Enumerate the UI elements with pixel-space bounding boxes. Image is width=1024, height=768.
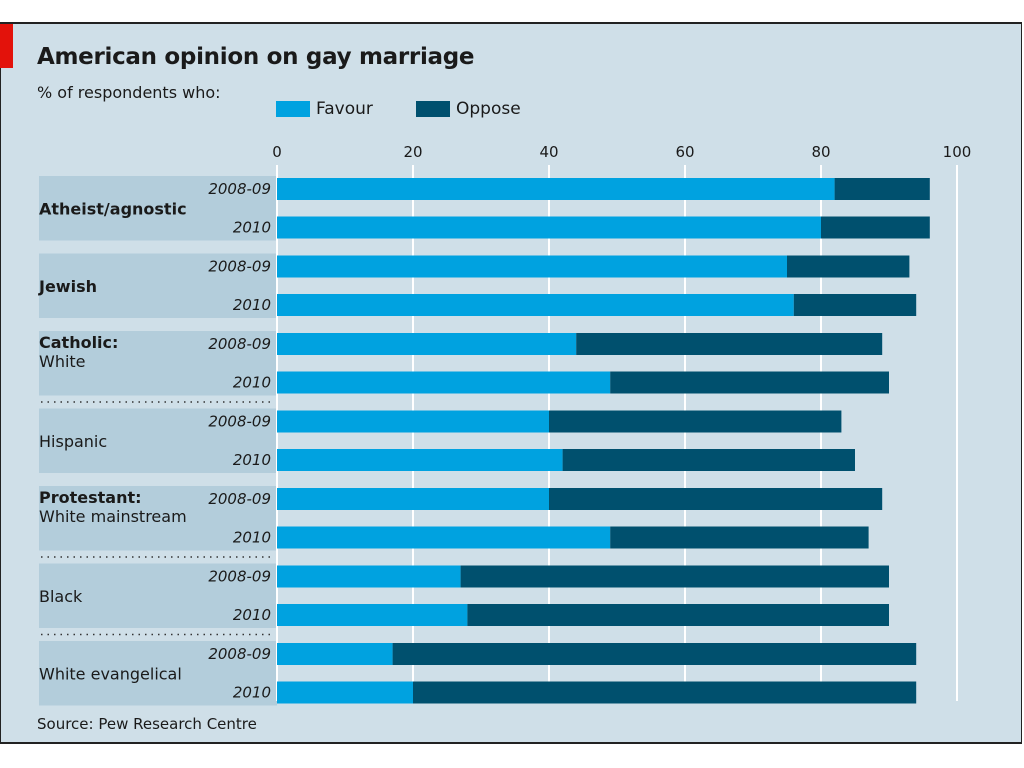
year-label: 2008-09 bbox=[208, 645, 271, 663]
bar-favour bbox=[277, 178, 835, 200]
legend-swatch-favour bbox=[276, 101, 310, 117]
group-label: White mainstream bbox=[39, 507, 187, 526]
bar-favour bbox=[277, 410, 549, 433]
year-label: 2010 bbox=[233, 374, 271, 392]
group-heading: Atheist/agnostic bbox=[39, 199, 187, 218]
year-label: 2008-09 bbox=[208, 490, 271, 508]
bar-oppose bbox=[467, 604, 889, 626]
group-panel bbox=[39, 563, 277, 628]
group-panel bbox=[39, 176, 277, 241]
x-tick-label: 80 bbox=[811, 143, 830, 161]
bar-oppose bbox=[549, 488, 883, 510]
group-heading: Jewish bbox=[38, 277, 97, 296]
group-label: White bbox=[39, 352, 86, 371]
group-heading: Protestant: bbox=[39, 488, 142, 507]
legend-label-favour: Favour bbox=[316, 99, 373, 119]
group-label: Black bbox=[39, 587, 83, 606]
bar-oppose bbox=[787, 255, 910, 278]
group-label: White evangelical bbox=[39, 664, 182, 683]
year-label: 2010 bbox=[233, 684, 271, 702]
bar-favour bbox=[277, 488, 549, 510]
x-tick-label: 100 bbox=[943, 143, 972, 161]
bar-oppose bbox=[834, 178, 930, 200]
year-label: 2010 bbox=[233, 219, 271, 237]
legend-item-oppose: Oppose bbox=[416, 98, 521, 120]
year-label: 2010 bbox=[233, 451, 271, 469]
bar-favour bbox=[277, 604, 468, 626]
bar-favour bbox=[277, 255, 787, 278]
legend-label-oppose: Oppose bbox=[456, 99, 521, 119]
bar-oppose bbox=[460, 565, 889, 588]
source-note: Source: Pew Research Centre bbox=[37, 715, 257, 733]
bar-favour bbox=[277, 333, 577, 355]
bar-favour bbox=[277, 216, 821, 239]
group-heading: Catholic: bbox=[39, 333, 118, 352]
group-label: Hispanic bbox=[39, 432, 107, 451]
year-label: 2010 bbox=[233, 606, 271, 624]
bar-favour bbox=[277, 681, 413, 704]
bar-favour bbox=[277, 643, 393, 665]
chart-title: American opinion on gay marriage bbox=[37, 44, 475, 70]
chart-subtitle: % of respondents who: bbox=[37, 83, 221, 102]
bar-oppose bbox=[562, 449, 855, 471]
bar-oppose bbox=[392, 643, 917, 665]
year-label: 2008-09 bbox=[208, 180, 271, 198]
bar-favour bbox=[277, 449, 563, 471]
bar-oppose bbox=[549, 410, 842, 433]
year-label: 2010 bbox=[233, 529, 271, 547]
brand-tab bbox=[0, 24, 13, 68]
bar-favour bbox=[277, 371, 611, 394]
bar-favour bbox=[277, 526, 611, 549]
x-tick-label: 0 bbox=[272, 143, 282, 161]
group-panel bbox=[39, 331, 277, 396]
bar-oppose bbox=[413, 681, 917, 704]
group-panel bbox=[39, 641, 277, 706]
year-label: 2010 bbox=[233, 296, 271, 314]
bar-oppose bbox=[610, 371, 889, 394]
x-tick-label: 40 bbox=[539, 143, 558, 161]
bar-favour bbox=[277, 565, 461, 588]
x-tick-label: 60 bbox=[675, 143, 694, 161]
x-tick-label: 20 bbox=[403, 143, 422, 161]
bar-oppose bbox=[821, 216, 930, 239]
bar-favour bbox=[277, 294, 794, 316]
bar-oppose bbox=[610, 526, 869, 549]
year-label: 2008-09 bbox=[208, 568, 271, 586]
year-label: 2008-09 bbox=[208, 258, 271, 276]
bar-oppose bbox=[576, 333, 883, 355]
group-panel bbox=[39, 253, 277, 318]
group-panel bbox=[39, 486, 277, 551]
year-label: 2008-09 bbox=[208, 335, 271, 353]
legend-swatch-oppose bbox=[416, 101, 450, 117]
year-label: 2008-09 bbox=[208, 413, 271, 431]
legend-item-favour: Favour bbox=[276, 98, 373, 120]
group-panel bbox=[39, 408, 277, 473]
bar-oppose bbox=[793, 294, 917, 316]
